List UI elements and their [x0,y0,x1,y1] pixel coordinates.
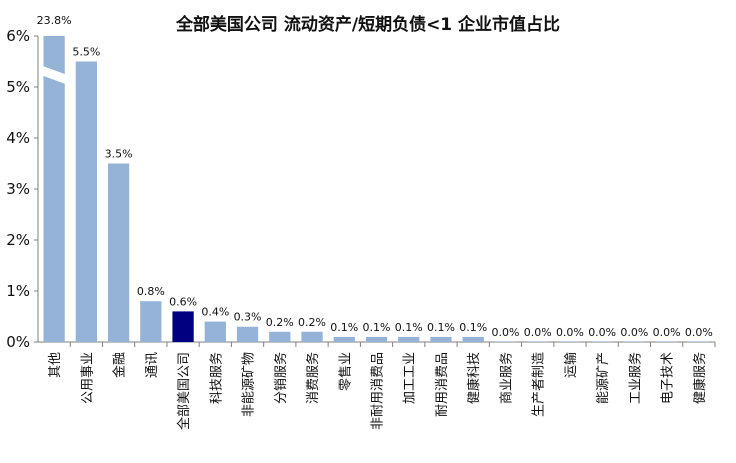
bar [462,336,484,342]
category-label: 金融 [112,352,128,378]
category-label: 商业服务 [498,352,514,404]
y-tick-label: 5% [6,78,30,96]
category-label: 运输 [563,352,579,378]
category-label: 消费服务 [305,352,321,404]
data-label: 0.8% [137,285,165,298]
data-label: 0.1% [330,321,358,334]
bar [623,341,646,342]
y-tick-label: 1% [6,282,30,300]
data-label: 23.8% [37,14,72,27]
category-label: 非能源矿物 [242,352,257,417]
category-label: 通讯 [145,352,160,378]
data-label: 0.0% [653,326,681,339]
category-label: 电子技术 [661,352,676,404]
category-label: 非耐用消费品 [371,352,386,430]
data-label: 0.1% [363,321,391,334]
bar [430,336,452,342]
bar [333,336,355,342]
data-label: 0.0% [491,326,519,339]
data-label: 0.1% [395,321,423,334]
category-label: 公用事业 [80,352,95,404]
data-label: 0.0% [588,326,616,339]
axis-break-line [40,65,69,77]
data-label: 0.1% [459,321,487,334]
bar [172,311,194,342]
bar [591,341,613,342]
bar [107,163,130,342]
y-tick-label: 2% [6,231,30,249]
axis-break-gap [40,66,68,84]
bar [398,336,420,342]
category-label: 全部美国公司 [176,352,192,430]
category-label: 健康科技 [466,352,482,404]
bar [43,36,65,342]
data-label: 0.4% [201,306,229,319]
data-label: 0.0% [556,326,584,339]
data-label: 0.1% [427,321,455,334]
bar [269,331,291,342]
bar [236,326,259,342]
bar [75,61,97,342]
data-label: 0.2% [298,316,326,329]
data-label: 0.3% [234,311,262,324]
bar [656,341,678,342]
bar [365,336,388,342]
category-label: 零售业 [337,352,353,391]
bar [527,341,549,342]
chart-title: 全部美国公司 流动资产/短期负债<1 企业市值占比 [175,15,561,35]
data-label: 0.2% [266,316,294,329]
category-label: 其他 [48,352,63,378]
axis-break-line [40,73,69,85]
data-label: 3.5% [105,148,133,161]
data-label: 0.0% [524,326,552,339]
bar [494,341,517,342]
y-tick-label: 0% [6,333,30,351]
y-tick-label: 3% [6,180,30,198]
category-label: 耐用消费品 [435,352,450,417]
bar [688,341,710,342]
category-label: 科技服务 [208,352,224,404]
category-label: 健康服务 [692,352,708,404]
category-label: 工业服务 [627,352,643,404]
category-label: 生产者制造 [532,352,547,417]
data-label: 0.0% [620,326,648,339]
category-label: 加工工业 [403,352,418,404]
y-tick-label: 6% [6,27,30,45]
bar [204,321,226,342]
bar [559,341,581,342]
data-label: 5.5% [72,46,100,59]
bar [140,301,162,342]
bar [301,331,323,342]
data-label: 0.0% [685,326,713,339]
category-label: 分销服务 [273,352,289,404]
category-label: 能源矿产 [596,352,611,404]
data-label: 0.6% [169,295,197,308]
y-tick-label: 4% [6,129,30,147]
